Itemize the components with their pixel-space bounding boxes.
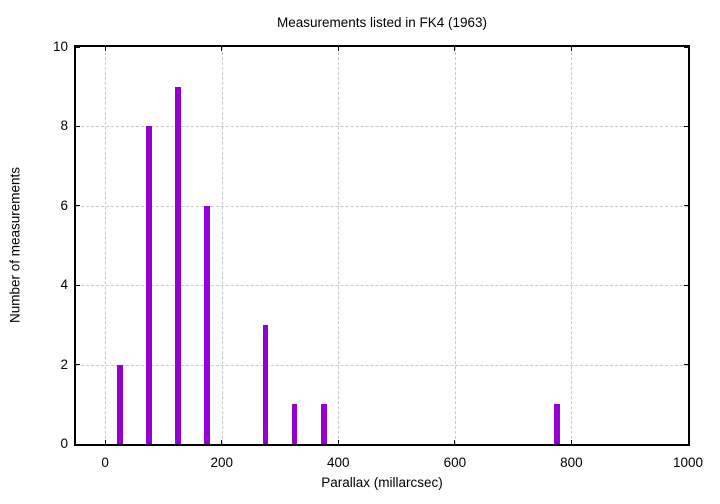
x-tick-bottom xyxy=(337,440,339,444)
y-gridline xyxy=(76,285,688,287)
y-tick-right xyxy=(684,364,688,366)
bar xyxy=(116,364,123,444)
y-tick-left xyxy=(76,125,80,127)
y-tick-right xyxy=(684,125,688,127)
y-tick-left xyxy=(76,205,80,207)
bar xyxy=(291,404,298,444)
x-gridline xyxy=(105,47,107,444)
x-tick-label: 1000 xyxy=(672,455,704,470)
y-gridline xyxy=(76,205,688,207)
y-tick-right xyxy=(684,205,688,207)
y-tick-left xyxy=(76,443,80,445)
x-tick-bottom xyxy=(454,440,456,444)
y-gridline xyxy=(76,364,688,366)
x-gridline xyxy=(571,47,573,444)
bar xyxy=(175,86,181,444)
x-tick-top xyxy=(454,47,456,51)
y-tick-label: 0 xyxy=(60,436,68,451)
y-tick-left xyxy=(76,284,80,286)
x-gridline xyxy=(221,47,223,444)
y-tick-label: 8 xyxy=(60,118,68,134)
x-tick-bottom xyxy=(221,440,223,444)
y-tick-label: 2 xyxy=(60,356,68,372)
x-tick-top xyxy=(570,47,572,51)
x-tick-top xyxy=(687,47,689,51)
y-tick-left xyxy=(76,364,80,366)
x-tick-top xyxy=(337,47,339,51)
x-tick-label: 400 xyxy=(327,455,350,470)
y-tick-label: 10 xyxy=(52,39,68,54)
y-tick-right xyxy=(684,443,688,445)
x-gridline xyxy=(454,47,456,444)
y-tick-right xyxy=(684,46,688,48)
x-tick-bottom xyxy=(104,440,106,444)
x-tick-top xyxy=(221,47,223,51)
plot-inner xyxy=(76,46,689,445)
x-tick-top xyxy=(104,47,106,51)
bar xyxy=(204,205,211,444)
y-gridline xyxy=(76,126,688,128)
y-axis-label: Number of measurements xyxy=(7,166,23,324)
x-tick-bottom xyxy=(687,440,689,444)
bar xyxy=(262,324,269,444)
y-tick-label: 6 xyxy=(60,197,68,213)
y-tick-left xyxy=(76,46,80,48)
y-tick-right xyxy=(684,284,688,286)
chart-title: Measurements listed in FK4 (1963) xyxy=(276,15,488,30)
x-tick-label: 200 xyxy=(210,455,233,470)
x-tick-label: 800 xyxy=(560,455,583,470)
x-tick-label: 600 xyxy=(443,455,467,470)
bar xyxy=(145,126,152,444)
bar xyxy=(320,404,327,444)
x-gridline xyxy=(338,47,340,444)
bar xyxy=(553,404,560,444)
x-tick-bottom xyxy=(570,440,572,444)
y-tick-label: 4 xyxy=(60,277,68,293)
plot-area xyxy=(74,45,690,446)
x-axis-label: Parallax (millarcsec) xyxy=(321,475,443,490)
x-tick-label: 0 xyxy=(101,455,109,470)
